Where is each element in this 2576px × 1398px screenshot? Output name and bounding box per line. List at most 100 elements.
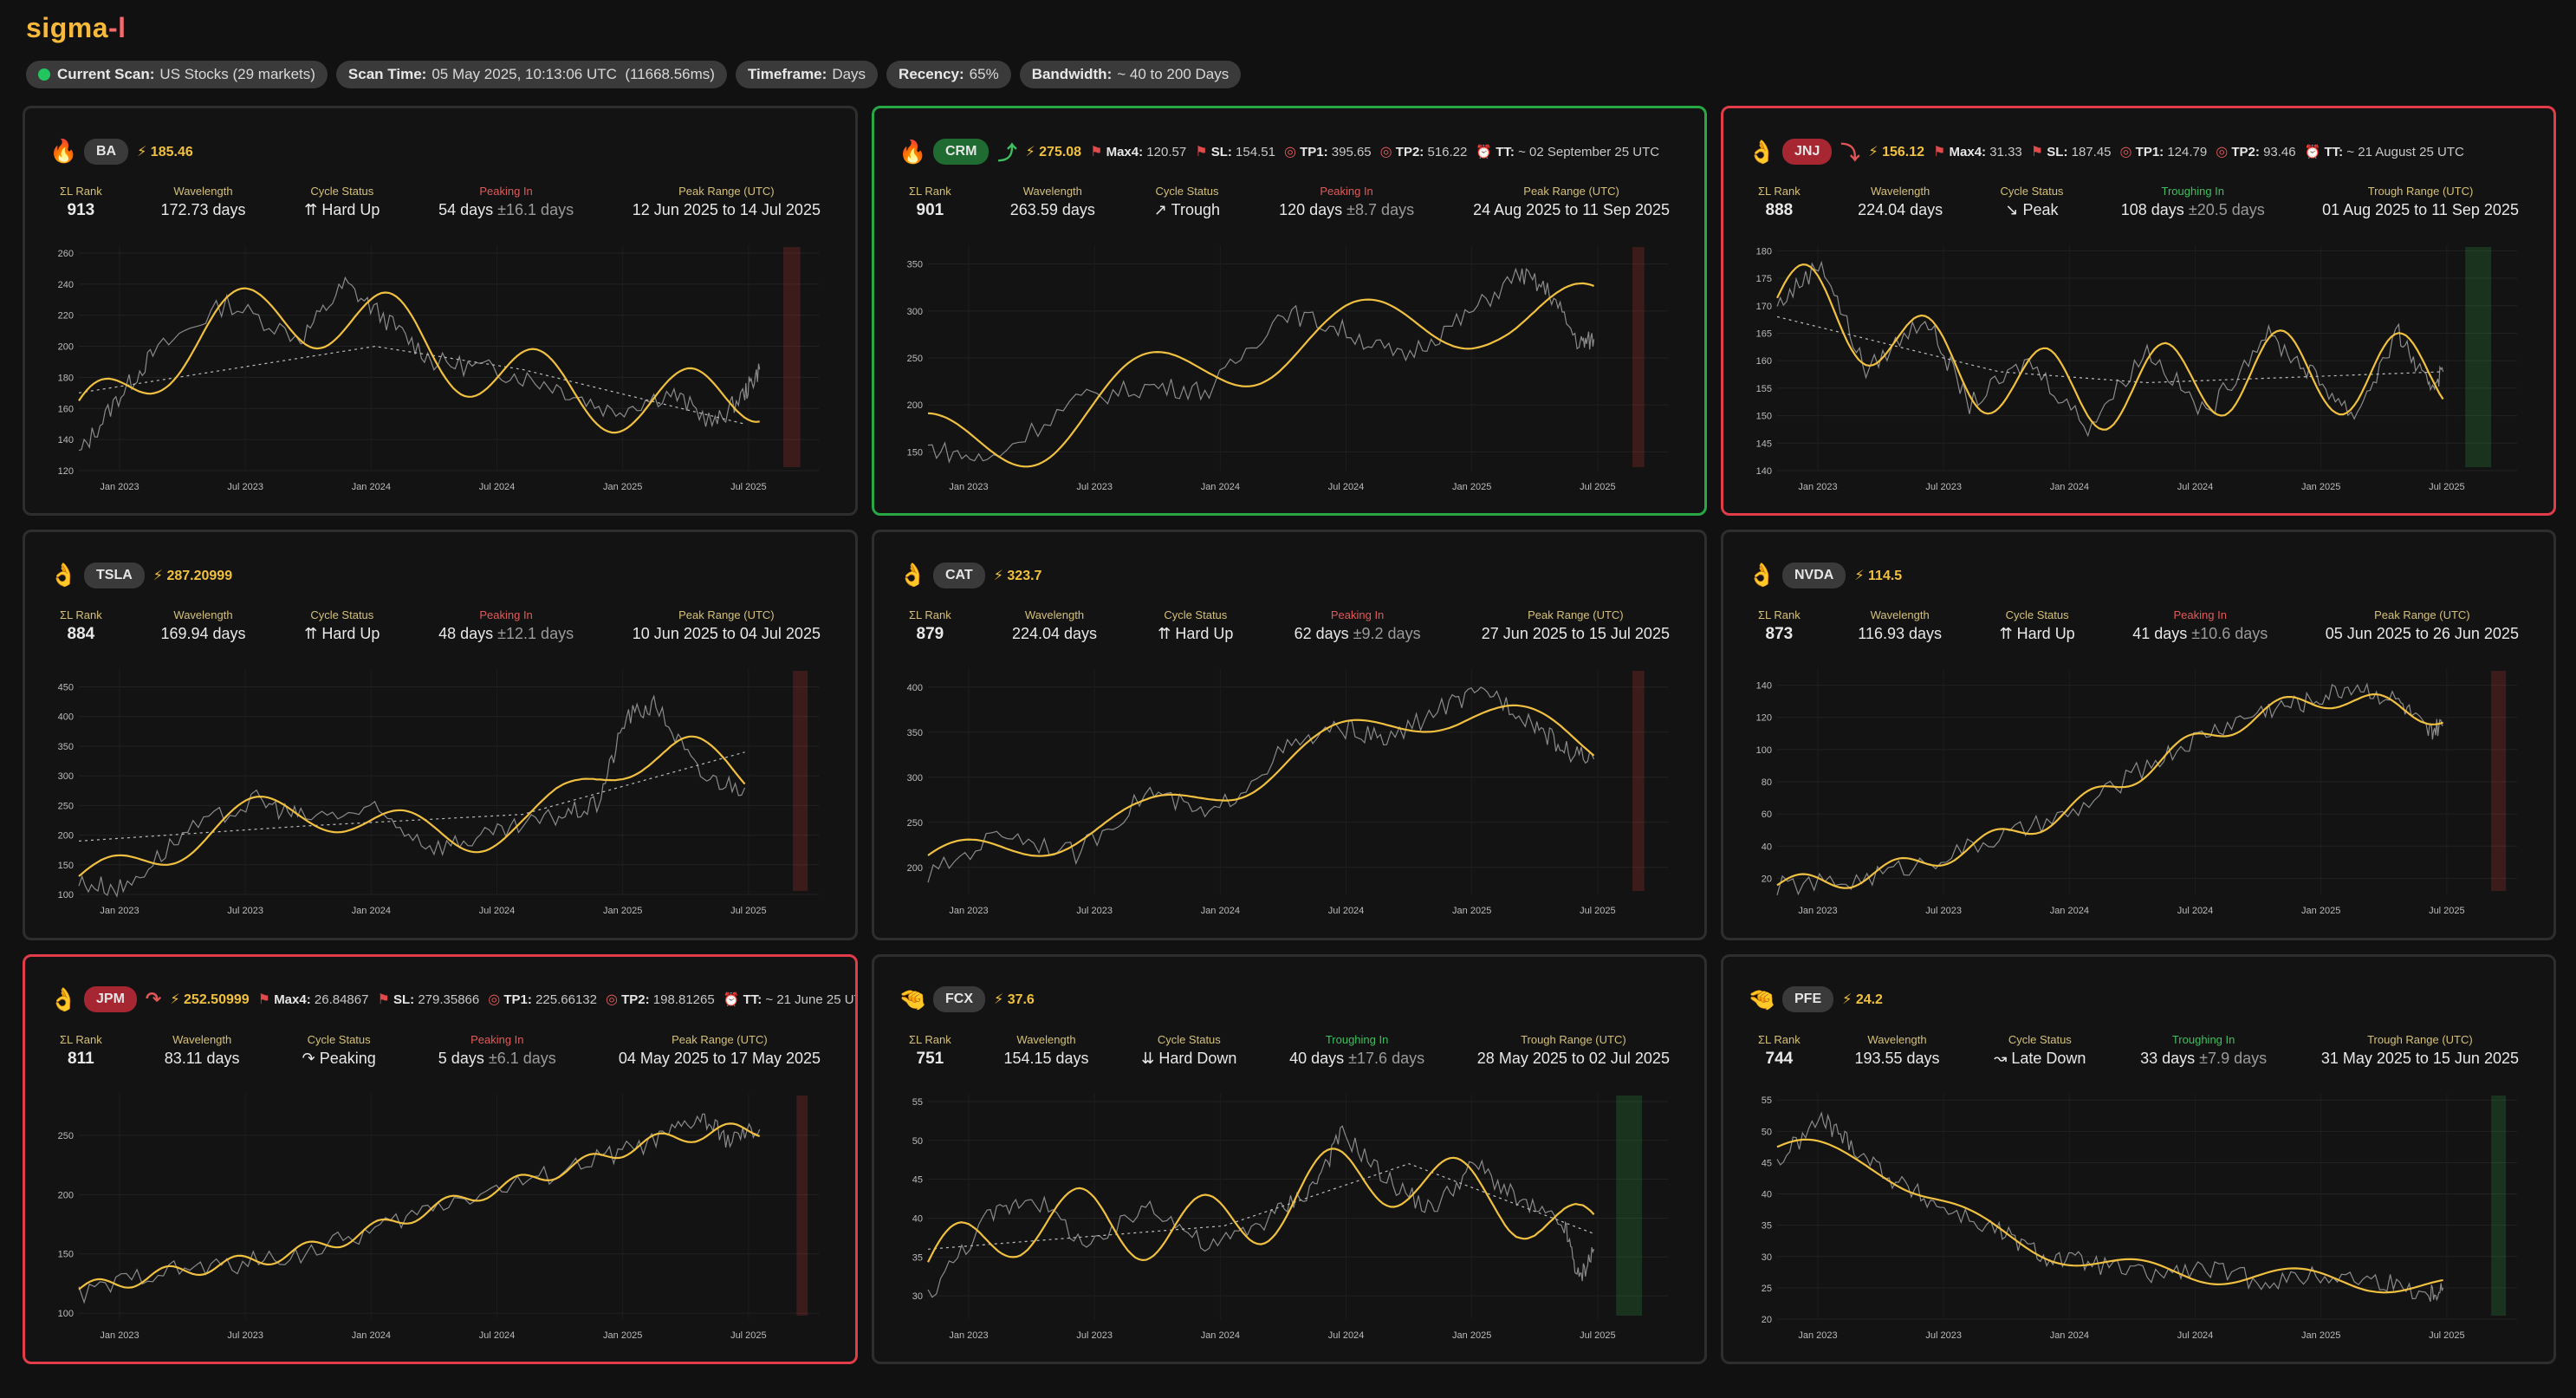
timeframe-pill[interactable]: Timeframe: Days xyxy=(735,61,879,88)
ticker-badge[interactable]: JNJ xyxy=(1782,139,1833,165)
market-card-pfe[interactable]: 🤏 PFE ⚡ 24.2 ΣL Rank 744 Wavelength 193.55 day… xyxy=(1721,953,2556,1364)
y-tick-label: 50 xyxy=(912,1135,923,1146)
cycle-chart[interactable]: 200 250 300 350 400 Jan 2023 Jul 2023 Jan 2024 J… xyxy=(897,662,1689,931)
stat-rank: 879 xyxy=(916,625,944,644)
stat-range: Peak Range (UTC) 10 Jun 2025 to 04 Jul 20… xyxy=(633,608,821,644)
cycle-chart[interactable]: 30 35 40 45 50 55 Jan 2023 Jul 2023 Jan 2024 Jul … xyxy=(897,1087,1689,1356)
x-tick-label: Jul 2025 xyxy=(730,482,767,492)
y-tick-label: 165 xyxy=(1756,328,1772,339)
stat-wavelength: 172.73 days xyxy=(160,201,246,218)
stat-rank: ΣL Rank 873 xyxy=(1758,608,1801,644)
stat-wavelength: Wavelength 172.73 days xyxy=(160,185,245,220)
card-stats: ΣL Rank 913 Wavelength 172.73 days Cycle Sta… xyxy=(60,185,821,220)
card-stats: ΣL Rank 879 Wavelength 224.04 days Cycle Sta… xyxy=(909,608,1670,644)
current-scan-pill[interactable]: Current Scan: US Stocks (29 markets) xyxy=(26,61,328,88)
stat-label: Peak Range (UTC) xyxy=(678,608,775,622)
ticker-badge[interactable]: TSLA xyxy=(84,562,145,588)
market-card-tsla[interactable]: 👌 TSLA ⚡ 287.20999 ΣL Rank 884 Wavelength 169.… xyxy=(23,530,858,940)
stat-value: 40 days ±17.6 days xyxy=(1289,1050,1424,1068)
stat-label: Wavelength xyxy=(172,1032,232,1046)
stat-rank: ΣL Rank 744 xyxy=(1758,1033,1801,1069)
stat-value: 24 Aug 2025 to 11 Sep 2025 xyxy=(1473,201,1670,219)
ticker-badge[interactable]: CAT xyxy=(933,562,985,588)
stat-status-icon: ⇈ xyxy=(1999,625,2013,643)
last-price: ⚡ 323.7 xyxy=(994,567,1042,584)
cycle-chart[interactable]: 20 40 60 80 100 120 140 Jan 2023 Jul 2023 Jan 202… xyxy=(1746,662,2538,931)
recency-pill[interactable]: Recency: 65% xyxy=(886,61,1011,88)
price-value: 252.50999 xyxy=(184,992,250,1008)
card-header: 🔥 BA ⚡ 185.46 xyxy=(49,138,193,165)
ticker-badge[interactable]: CRM xyxy=(933,139,990,165)
target-icon: ◎ xyxy=(488,992,501,1008)
stat-wavelength: 224.04 days xyxy=(1858,201,1943,218)
stat-status: Hard Down xyxy=(1158,1049,1237,1067)
bolt-icon: ⚡ xyxy=(1025,145,1040,159)
market-card-nvda[interactable]: 👌 NVDA ⚡ 114.5 ΣL Rank 873 Wavelength 116.93 d… xyxy=(1721,530,2556,940)
ticker-badge[interactable]: PFE xyxy=(1782,986,1834,1013)
stat-range: Peak Range (UTC) 27 Jun 2025 to 15 Jul 20… xyxy=(1482,608,1670,644)
target-icon: ◎ xyxy=(2119,145,2132,159)
market-card-jpm[interactable]: 👌 JPM ↷ ⚡ 252.50999 ⚑ Max4: 26.84867 ⚑ SL: 27… xyxy=(23,953,858,1364)
ticker-badge[interactable]: NVDA xyxy=(1782,562,1846,588)
ticker-badge[interactable]: FCX xyxy=(933,986,985,1013)
bandwidth-pill[interactable]: Bandwidth: ~ 40 to 200 Days xyxy=(1019,61,1242,88)
stat-phase: Troughing In 40 days ±17.6 days xyxy=(1289,1033,1424,1069)
market-card-crm[interactable]: 🔥 CRM ⤴ ⚡ 275.08 ⚑ Max4: 120.57 ⚑ SL: 154.51 ◎… xyxy=(872,106,1707,517)
level-value: 93.46 xyxy=(2263,145,2296,159)
stat-value: 901 xyxy=(909,201,951,220)
stat-label: Cycle Status xyxy=(310,608,374,622)
alarm-clock-icon: ⏰ xyxy=(2304,145,2321,159)
card-header: 🔥 CRM ⤴ ⚡ 275.08 ⚑ Max4: 120.57 ⚑ SL: 154.51 ◎… xyxy=(899,138,1659,166)
stat-label: Trough Range (UTC) xyxy=(1521,1032,1626,1046)
card-header: 👌 CAT ⚡ 323.7 xyxy=(899,562,1041,588)
stat-range: Trough Range (UTC) 28 May 2025 to 02 Jul … xyxy=(1477,1033,1670,1069)
stat-label: Wavelength xyxy=(1024,608,1085,622)
cycle-chart[interactable]: 100 150 200 250 300 350 400 450 Jan 2023 Jul 2023… xyxy=(48,662,840,931)
signal-emoji-icon: 👌 xyxy=(1748,562,1776,588)
market-card-jnj[interactable]: 👌 JNJ ⤵ ⚡ 156.12 ⚑ Max4: 31.33 ⚑ SL: 187.45 ◎ … xyxy=(1721,106,2556,517)
stat-value: 83.11 days xyxy=(165,1050,240,1068)
x-tick-label: Jan 2024 xyxy=(2050,906,2089,916)
stat-wavelength: 224.04 days xyxy=(1011,625,1098,643)
stat-range: Trough Range (UTC) 01 Aug 2025 to 11 Sep … xyxy=(2322,185,2519,220)
market-card-ba[interactable]: 🔥 BA ⚡ 185.46 ΣL Rank 913 Wavelength 172.73 da… xyxy=(23,106,858,517)
y-tick-label: 140 xyxy=(1756,681,1772,692)
y-tick-label: 140 xyxy=(1756,466,1772,477)
stat-value: 169.94 days xyxy=(160,625,245,643)
y-tick-label: 45 xyxy=(1762,1158,1772,1168)
price-value: 114.5 xyxy=(1868,568,1903,583)
card-stats: ΣL Rank 884 Wavelength 169.94 days Cycle Sta… xyxy=(60,608,821,644)
y-tick-label: 55 xyxy=(912,1097,923,1108)
cycle-chart[interactable]: 150 200 250 300 350 Jan 2023 Jul 2023 Jan 2024 J… xyxy=(897,238,1689,507)
y-tick-label: 20 xyxy=(1762,875,1772,885)
cycle-chart[interactable]: 140 145 150 155 160 165 170 175 180 Jan 2023 Jul 2… xyxy=(1746,238,2538,507)
ticker-badge[interactable]: JPM xyxy=(84,986,137,1013)
cycle-chart[interactable]: 120 140 160 180 200 220 240 260 Jan 2023 Jul 2023… xyxy=(48,238,840,507)
stat-phase-pm: ±16.1 days xyxy=(497,201,574,218)
stat-rank: ΣL Rank 913 xyxy=(60,185,102,220)
stat-label: Peaking In xyxy=(470,1032,524,1046)
ticker-badge[interactable]: BA xyxy=(84,138,129,165)
bolt-icon: ⚡ xyxy=(170,992,185,1008)
stat-label: Troughing In xyxy=(2171,1032,2235,1046)
y-tick-label: 450 xyxy=(58,683,74,693)
market-card-cat[interactable]: 👌 CAT ⚡ 323.7 ΣL Rank 879 Wavelength 224.04 da… xyxy=(872,530,1707,940)
y-tick-label: 160 xyxy=(1756,356,1772,367)
stat-phase-pm: ±6.1 days xyxy=(488,1049,556,1067)
stat-label: Trough Range (UTC) xyxy=(2367,185,2474,198)
y-tick-label: 150 xyxy=(58,1249,74,1259)
x-tick-label: Jul 2024 xyxy=(2177,906,2214,916)
stat-value: 62 days ±9.2 days xyxy=(1294,625,1421,643)
y-tick-label: 180 xyxy=(1756,246,1772,257)
market-card-fcx[interactable]: 🤏 FCX ⚡ 37.6 ΣL Rank 751 Wavelength 154.15 day… xyxy=(872,953,1707,1364)
y-tick-label: 35 xyxy=(912,1252,923,1263)
card-header: 👌 JNJ ⤵ ⚡ 156.12 ⚑ Max4: 31.33 ⚑ SL: 187.45 ◎ … xyxy=(1748,138,2464,166)
stat-rank: ΣL Rank 751 xyxy=(909,1033,951,1069)
level-key: TP2: xyxy=(1395,145,1424,159)
flag-icon: ⚑ xyxy=(1195,145,1208,159)
cycle-chart[interactable]: 20 25 30 35 40 45 50 55 Jan 2023 Jul 2023 Jan 2024… xyxy=(1746,1087,2538,1356)
cycle-chart[interactable]: 100 150 200 250 Jan 2023 Jul 2023 Jan 2024 Jul … xyxy=(48,1087,840,1356)
stat-label: Wavelength xyxy=(1870,608,1930,622)
stat-label: ΣL Rank xyxy=(60,1032,102,1046)
stat-label: Peaking In xyxy=(2173,608,2227,622)
